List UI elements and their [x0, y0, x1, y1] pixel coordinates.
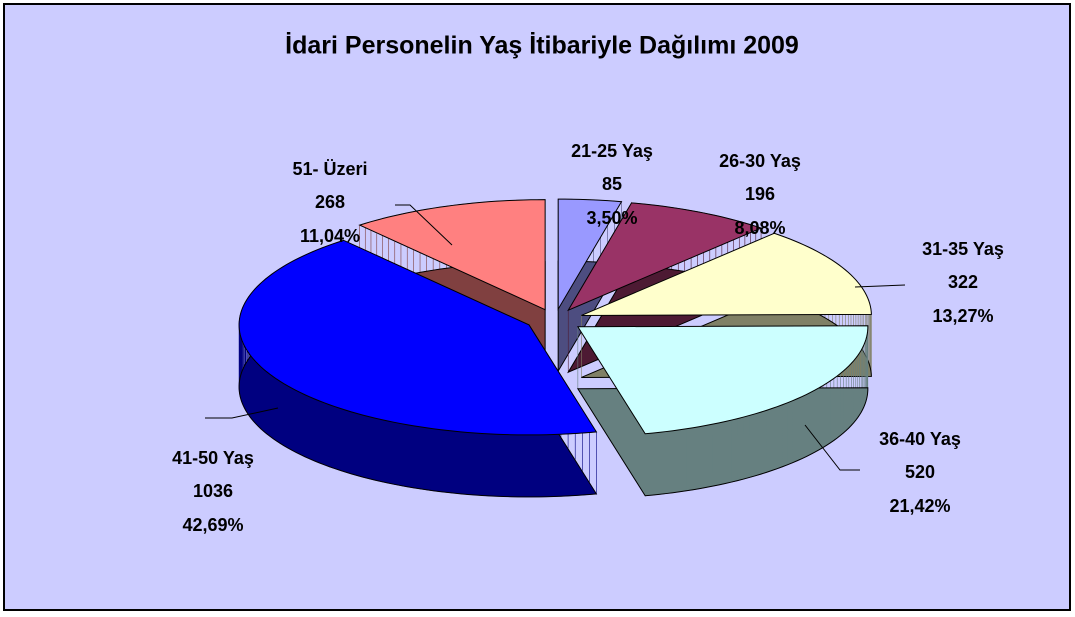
- data-label-value: 85: [602, 174, 622, 194]
- data-label-value: 520: [905, 462, 935, 482]
- data-label-category: 21-25 Yaş: [571, 141, 653, 161]
- data-label-percent: 3,50%: [586, 208, 637, 228]
- leader-line: [854, 284, 906, 288]
- slice-outline: [576, 387, 869, 497]
- data-label-value: 268: [315, 192, 345, 212]
- slice: [557, 198, 623, 311]
- data-label-value: 196: [745, 184, 775, 204]
- slice: [576, 325, 869, 435]
- slice: [567, 202, 763, 312]
- data-label-percent: 42,69%: [182, 515, 243, 535]
- data-label-category: 36-40 Yaş: [879, 429, 961, 449]
- slice: [238, 239, 598, 436]
- data-label-percent: 8,08%: [734, 218, 785, 238]
- data-label-percent: 13,27%: [932, 306, 993, 326]
- data-label-category: 31-35 Yaş: [922, 239, 1004, 259]
- data-label-percent: 11,04%: [300, 226, 360, 246]
- chart-title: İdari Personelin Yaş İtibariyle Dağılımı…: [285, 32, 799, 60]
- leader-line: [205, 407, 279, 419]
- data-label-percent: 21,42%: [889, 496, 950, 516]
- leader-line: [395, 204, 453, 246]
- data-label-value: 322: [948, 272, 978, 292]
- data-label-value: 1036: [193, 481, 233, 501]
- slice: [358, 199, 546, 311]
- data-label-category: 26-30 Yaş: [719, 151, 801, 171]
- data-label-category: 51- Üzeri: [292, 159, 367, 179]
- leader-line: [804, 424, 860, 471]
- data-label-category: 41-50 Yaş: [172, 448, 254, 468]
- slice: [581, 232, 872, 316]
